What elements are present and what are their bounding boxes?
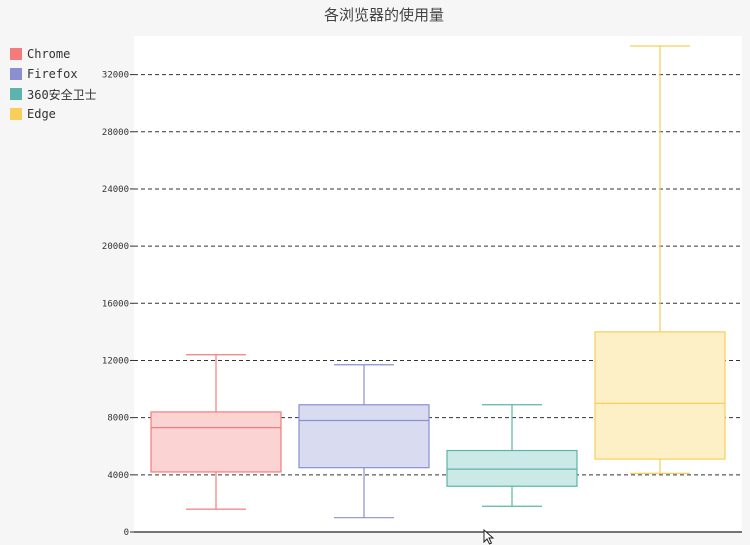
y-tick-label: 0 <box>124 528 129 538</box>
legend-item[interactable]: Firefox <box>10 64 97 84</box>
legend-item[interactable]: Edge <box>10 104 97 124</box>
chart-title: 各浏览器的使用量 <box>323 6 444 24</box>
legend-item[interactable]: 360安全卫士 <box>10 84 97 104</box>
legend-label: Edge <box>27 107 56 121</box>
y-tick-label: 8000 <box>107 414 129 424</box>
box-1-iqr-box <box>298 404 430 469</box>
legend-label: Firefox <box>27 67 78 81</box>
y-tick-label: 24000 <box>102 185 129 195</box>
legend-label: Chrome <box>27 47 71 61</box>
legend-swatch <box>10 48 22 60</box>
box-0-iqr-box <box>150 411 282 473</box>
y-tick-label: 20000 <box>102 242 129 252</box>
y-tick-label: 16000 <box>102 299 129 309</box>
legend-swatch <box>10 108 22 120</box>
mouse-cursor-icon <box>483 529 495 545</box>
legend-swatch <box>10 68 22 80</box>
box-2-iqr-box <box>446 449 578 487</box>
y-tick-label: 4000 <box>107 471 129 481</box>
legend-label: 360安全卫士 <box>27 87 97 102</box>
box-3-iqr-box <box>594 331 726 460</box>
y-tick-label: 28000 <box>102 128 129 138</box>
legend: Chrome Firefox 360安全卫士 Edge <box>10 44 97 124</box>
y-tick-label: 32000 <box>102 71 129 81</box>
legend-item[interactable]: Chrome <box>10 44 97 64</box>
legend-swatch <box>10 88 22 100</box>
y-tick-label: 12000 <box>102 356 129 366</box>
